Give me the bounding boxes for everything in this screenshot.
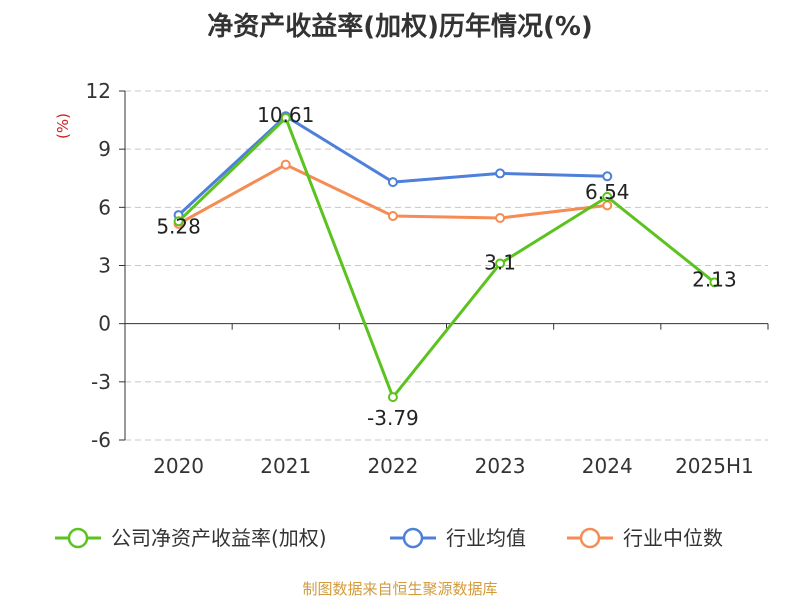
- data-label: 5.28: [156, 214, 201, 238]
- legend-swatch-marker: [67, 527, 89, 549]
- x-tick-label: 2025H1: [675, 454, 754, 478]
- source-note: 制图数据来自恒生聚源数据库: [302, 580, 498, 598]
- axes: -6 -3 0 3 6 9 12 2020 2021 2022 2023 2024 2025H1 (%): [54, 79, 769, 478]
- data-label: 2.13: [692, 267, 737, 291]
- data-point: [387, 392, 398, 403]
- y-tick-label: 0: [98, 312, 111, 336]
- series-lines: [173, 111, 720, 403]
- x-tick-label: 2020: [153, 454, 204, 478]
- data-point: [387, 211, 398, 222]
- data-label: 6.54: [585, 180, 630, 204]
- data-point: [280, 159, 291, 170]
- x-tick-label: 2022: [367, 454, 418, 478]
- legend-swatch-marker: [402, 527, 424, 549]
- x-tick-label: 2024: [582, 454, 633, 478]
- series-line: [177, 116, 716, 399]
- data-point: [495, 168, 506, 179]
- legend-label: 行业中位数: [623, 526, 723, 550]
- data-point: [709, 277, 720, 288]
- legend-item-industry-mean: 行业均值: [390, 526, 526, 550]
- legend-swatch-marker: [579, 527, 601, 549]
- data-point: [602, 191, 613, 202]
- data-point: [602, 171, 613, 182]
- data-label: 10.61: [257, 103, 314, 127]
- legend-item-company: 公司净资产收益率(加权): [55, 526, 327, 550]
- legend-item-industry-median: 行业中位数: [567, 526, 723, 550]
- series-line: [177, 114, 608, 217]
- data-point: [387, 177, 398, 188]
- data-point: [173, 216, 184, 227]
- chart-title: 净资产收益率(加权)历年情况(%): [207, 12, 593, 42]
- y-tick-label: 12: [86, 79, 111, 103]
- legend: 公司净资产收益率(加权) 行业均值 行业中位数: [55, 526, 723, 550]
- x-tick-label: 2023: [475, 454, 526, 478]
- data-label: 3.1: [484, 251, 516, 275]
- y-tick-label: 6: [98, 195, 111, 219]
- y-tick-label: -6: [91, 428, 111, 452]
- legend-label: 公司净资产收益率(加权): [111, 526, 327, 550]
- y-tick-label: -3: [91, 370, 111, 394]
- y-tick-label: 9: [98, 137, 111, 161]
- data-point: [495, 212, 506, 223]
- legend-label: 行业均值: [446, 526, 526, 550]
- data-label: -3.79: [367, 406, 419, 430]
- x-tick-label: 2021: [260, 454, 311, 478]
- data-labels: 5.28 10.61 -3.79 3.1 6.54 2.13: [156, 103, 736, 430]
- grid-lines: [125, 90, 768, 441]
- y-unit-label: (%): [54, 113, 72, 139]
- data-point: [280, 112, 291, 123]
- data-point: [495, 258, 506, 269]
- y-tick-label: 3: [98, 254, 111, 278]
